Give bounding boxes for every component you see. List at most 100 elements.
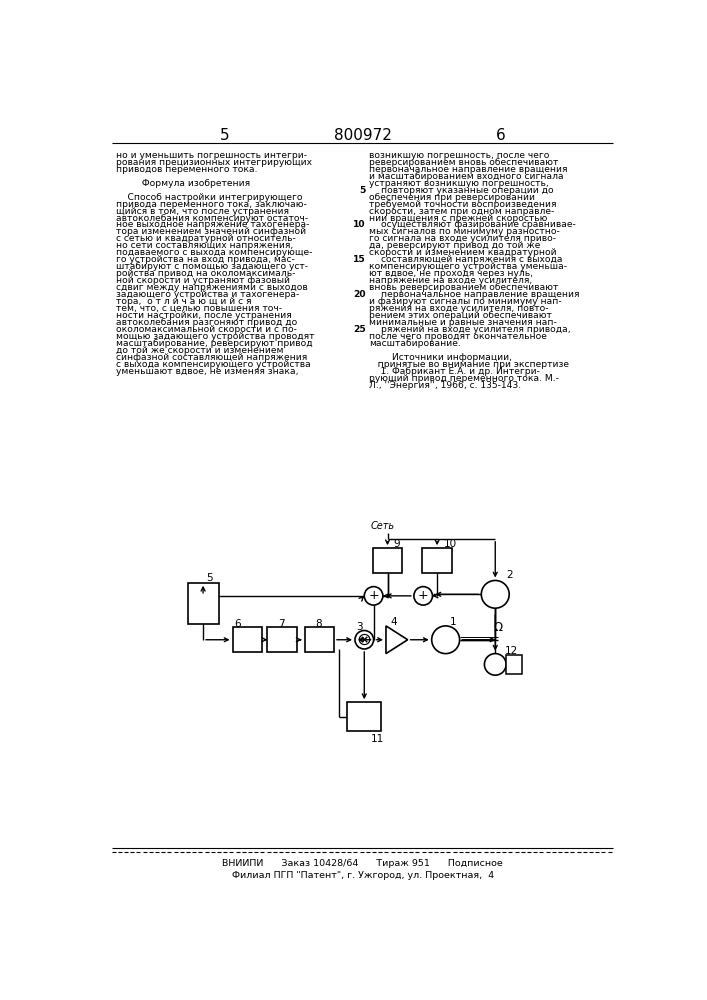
Text: 4: 4 <box>391 617 397 627</box>
Text: 6: 6 <box>234 619 240 629</box>
Text: штабируют с помощью задающего уст-: штабируют с помощью задающего уст- <box>116 262 308 271</box>
Text: 2: 2 <box>506 570 513 580</box>
Text: ют вдвое, не проходя через нуль,: ют вдвое, не проходя через нуль, <box>369 269 533 278</box>
Text: +: + <box>368 589 379 602</box>
Bar <box>506 655 522 674</box>
Bar <box>373 548 402 573</box>
Text: возникшую погрешность, после чего: возникшую погрешность, после чего <box>369 151 549 160</box>
Text: 1. Фабрикант Е.А. и др. Интегри-: 1. Фабрикант Е.А. и др. Интегри- <box>369 367 540 376</box>
Text: 15: 15 <box>353 255 366 264</box>
Text: задающего устройства и тахогенера-: задающего устройства и тахогенера- <box>116 290 300 299</box>
Text: с выхода компенсирующего устройства: с выхода компенсирующего устройства <box>116 360 311 369</box>
Text: нии вращения с прежней скоростью: нии вращения с прежней скоростью <box>369 214 547 223</box>
Bar <box>267 627 297 652</box>
Text: го сигнала на входе усилителя приво-: го сигнала на входе усилителя приво- <box>369 234 556 243</box>
Text: масштабирование, реверсируют привод: масштабирование, реверсируют привод <box>116 339 313 348</box>
Bar <box>187 583 218 624</box>
Text: 9: 9 <box>394 539 400 549</box>
Text: ное выходное напряжение тахогенера-: ное выходное напряжение тахогенера- <box>116 220 310 229</box>
Text: масштабирование.: масштабирование. <box>369 339 461 348</box>
Text: 12: 12 <box>505 646 518 656</box>
Text: мых сигналов по минимуму разностно-: мых сигналов по минимуму разностно- <box>369 227 560 236</box>
Text: автоколебания разгоняют привод до: автоколебания разгоняют привод до <box>116 318 298 327</box>
Text: составляющей напряжения с выхода: составляющей напряжения с выхода <box>381 255 563 264</box>
Text: да, реверсируют привод до той же: да, реверсируют привод до той же <box>369 241 540 250</box>
Text: Филиал ПГП "Патент", г. Ужгород, ул. Проектная,  4: Филиал ПГП "Патент", г. Ужгород, ул. Про… <box>232 871 493 880</box>
Text: рования прецизионных интегрирующих: рования прецизионных интегрирующих <box>116 158 312 167</box>
Text: Сеть: Сеть <box>370 521 395 531</box>
Text: приводов переменного тока.: приводов переменного тока. <box>116 165 258 174</box>
Circle shape <box>364 587 383 605</box>
Text: рением этих операций обеспечивают: рением этих операций обеспечивают <box>369 311 551 320</box>
Text: ряжения на входе усилителя, повто-: ряжения на входе усилителя, повто- <box>369 304 549 313</box>
Text: обеспечения при реверсировании: обеспечения при реверсировании <box>369 193 535 202</box>
Text: реверсированием вновь обеспечивают: реверсированием вновь обеспечивают <box>369 158 559 167</box>
Text: ной скорости и устраняют фазовый: ной скорости и устраняют фазовый <box>116 276 291 285</box>
Text: го устройства на вход привода, мас-: го устройства на вход привода, мас- <box>116 255 295 264</box>
Text: тем, что, с целью повышения точ-: тем, что, с целью повышения точ- <box>116 304 282 313</box>
Text: сдвиг между напряжениями с выходов: сдвиг между напряжениями с выходов <box>116 283 308 292</box>
Text: скорости, затем при одном направле-: скорости, затем при одном направле- <box>369 207 554 216</box>
Text: до той же скорости и изменением: до той же скорости и изменением <box>116 346 284 355</box>
Text: синфазной составляющей напряжения: синфазной составляющей напряжения <box>116 353 308 362</box>
Text: но и уменьшить погрешность интегри-: но и уменьшить погрешность интегри- <box>116 151 308 160</box>
Text: напряжение на входе усилителя,: напряжение на входе усилителя, <box>369 276 532 285</box>
Text: 10: 10 <box>443 539 457 549</box>
Text: 6: 6 <box>496 128 506 143</box>
Text: 7: 7 <box>279 619 285 629</box>
Polygon shape <box>386 626 408 654</box>
Circle shape <box>484 654 506 675</box>
Text: 5: 5 <box>359 186 366 195</box>
Text: 3: 3 <box>356 622 363 632</box>
Text: но сети составляющих напряжения,: но сети составляющих напряжения, <box>116 241 293 250</box>
Text: 25: 25 <box>353 325 366 334</box>
Text: Л., ''Энергия'', 1966, с. 135-143.: Л., ''Энергия'', 1966, с. 135-143. <box>369 381 521 390</box>
Text: ройства привод на околомаксималь-: ройства привод на околомаксималь- <box>116 269 296 278</box>
Text: первоначальное направление вращения: первоначальное направление вращения <box>381 290 580 299</box>
Text: требуемой точности воспроизведения: требуемой точности воспроизведения <box>369 200 556 209</box>
Text: 10: 10 <box>354 220 366 229</box>
Text: 20: 20 <box>354 290 366 299</box>
Text: скорости и изменением квадратурной: скорости и изменением квадратурной <box>369 248 556 257</box>
Text: рующий привод переменного тока. М.-: рующий привод переменного тока. М.- <box>369 374 559 383</box>
Text: принятые во внимание при экспертизе: принятые во внимание при экспертизе <box>369 360 569 369</box>
Text: мощью задающего устройства проводят: мощью задающего устройства проводят <box>116 332 315 341</box>
Text: вновь реверсированием обеспечивают: вновь реверсированием обеспечивают <box>369 283 559 292</box>
Text: околомаксимальной скорости и с по-: околомаксимальной скорости и с по- <box>116 325 297 334</box>
Text: 800972: 800972 <box>334 128 392 143</box>
Text: первоначальное направление вращения: первоначальное направление вращения <box>369 165 568 174</box>
Circle shape <box>414 587 433 605</box>
Text: Способ настройки интегрирующего: Способ настройки интегрирующего <box>116 193 303 202</box>
Text: тора изменением значений синфазной: тора изменением значений синфазной <box>116 227 306 236</box>
Text: 1: 1 <box>450 617 456 627</box>
Text: Формула изобретения: Формула изобретения <box>116 179 250 188</box>
Text: минимальные и равные значения нап-: минимальные и равные значения нап- <box>369 318 556 327</box>
Circle shape <box>481 580 509 608</box>
Text: ности настройки, после устранения: ности настройки, после устранения <box>116 311 292 320</box>
Text: повторяют указанные операции до: повторяют указанные операции до <box>381 186 554 195</box>
Bar <box>347 702 381 731</box>
Text: щийся в том, что после устранения: щийся в том, что после устранения <box>116 207 289 216</box>
Text: после чего проводят окончательное: после чего проводят окончательное <box>369 332 547 341</box>
Text: ВНИИПИ      Заказ 10428/64      Тираж 951      Подписное: ВНИИПИ Заказ 10428/64 Тираж 951 Подписно… <box>222 859 503 868</box>
Text: 8: 8 <box>315 619 322 629</box>
Text: ⊗: ⊗ <box>357 631 372 649</box>
Text: автоколебания компенсируют остаточ-: автоколебания компенсируют остаточ- <box>116 214 308 223</box>
Circle shape <box>355 631 373 649</box>
Text: ряжений на входе усилителя привода,: ряжений на входе усилителя привода, <box>381 325 571 334</box>
Text: 5: 5 <box>206 573 213 583</box>
Text: осуществляют фазирование сравнивае-: осуществляют фазирование сравнивае- <box>381 220 576 229</box>
Text: устраняют возникшую погрешность,: устраняют возникшую погрешность, <box>369 179 549 188</box>
Bar <box>305 627 334 652</box>
Text: 5: 5 <box>220 128 230 143</box>
Circle shape <box>432 626 460 654</box>
Text: тора,  о т л и ч а ю щ и й с я: тора, о т л и ч а ю щ и й с я <box>116 297 252 306</box>
Text: 11: 11 <box>370 734 384 744</box>
Bar <box>422 548 452 573</box>
Bar <box>233 627 262 652</box>
Text: компенсирующего устройства уменьша-: компенсирующего устройства уменьша- <box>369 262 567 271</box>
Text: и масштабированием входного сигнала: и масштабированием входного сигнала <box>369 172 563 181</box>
Text: Ω: Ω <box>493 621 503 634</box>
Text: привода переменного тока, заключаю-: привода переменного тока, заключаю- <box>116 200 307 209</box>
Text: и фазируют сигналы по минимуму нап-: и фазируют сигналы по минимуму нап- <box>369 297 561 306</box>
